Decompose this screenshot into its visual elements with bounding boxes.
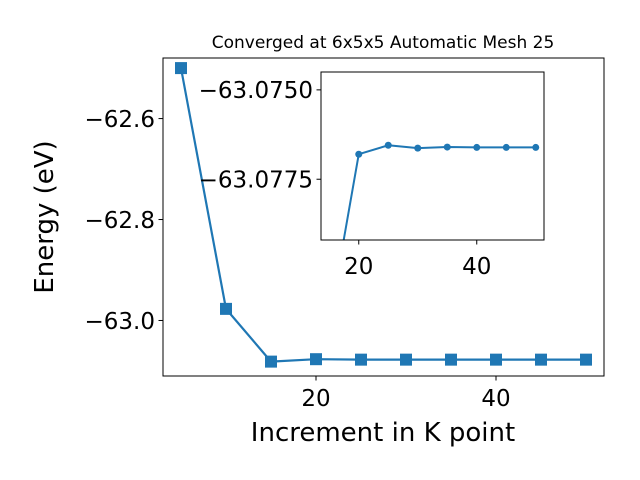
main-data-point xyxy=(265,355,277,368)
inset-data-point xyxy=(473,143,481,151)
inset-data-point xyxy=(414,144,422,152)
inset-y-tick-label: −63.0775 xyxy=(199,168,313,194)
y-axis-label: Energy (eV) xyxy=(30,140,60,293)
main-data-point xyxy=(400,353,412,366)
inset-frame xyxy=(320,71,545,241)
main-data-point xyxy=(580,353,592,366)
inset-series-line xyxy=(342,144,536,240)
chart-title: Converged at 6x5x5 Automatic Mesh 25 xyxy=(212,33,555,53)
inset-x-tick-label: 20 xyxy=(344,254,373,280)
main-data-layer xyxy=(175,62,592,368)
main-x-tick-label: 20 xyxy=(301,386,330,412)
main-data-point xyxy=(535,353,547,366)
inset-y-tick-label: −63.0750 xyxy=(199,78,313,104)
main-frame xyxy=(162,57,605,377)
main-data-point xyxy=(445,353,457,366)
main-data-point xyxy=(220,302,232,315)
inset-data-layer xyxy=(342,141,540,240)
main-data-point xyxy=(310,353,322,366)
main-data-point xyxy=(355,353,367,366)
x-axis-label: Increment in K point xyxy=(251,418,515,448)
inset-data-point xyxy=(532,143,540,151)
inset-x-tick-label: 40 xyxy=(462,254,491,280)
main-y-tick-label: −62.6 xyxy=(85,107,155,133)
main-y-tick-label: −62.8 xyxy=(85,208,155,234)
inset-plot-area: 20 40 −63.0775 −63.0750 xyxy=(199,71,545,280)
inset-background xyxy=(321,72,544,240)
inset-data-point xyxy=(502,143,510,151)
inset-data-point xyxy=(355,150,363,158)
main-series-line xyxy=(179,67,586,363)
main-y-tick-label: −63.0 xyxy=(85,309,155,335)
inset-data-point xyxy=(443,143,451,151)
main-data-point xyxy=(490,353,502,366)
main-data-point xyxy=(175,62,187,75)
inset-data-point xyxy=(384,141,392,149)
main-x-tick-label: 40 xyxy=(481,386,510,412)
